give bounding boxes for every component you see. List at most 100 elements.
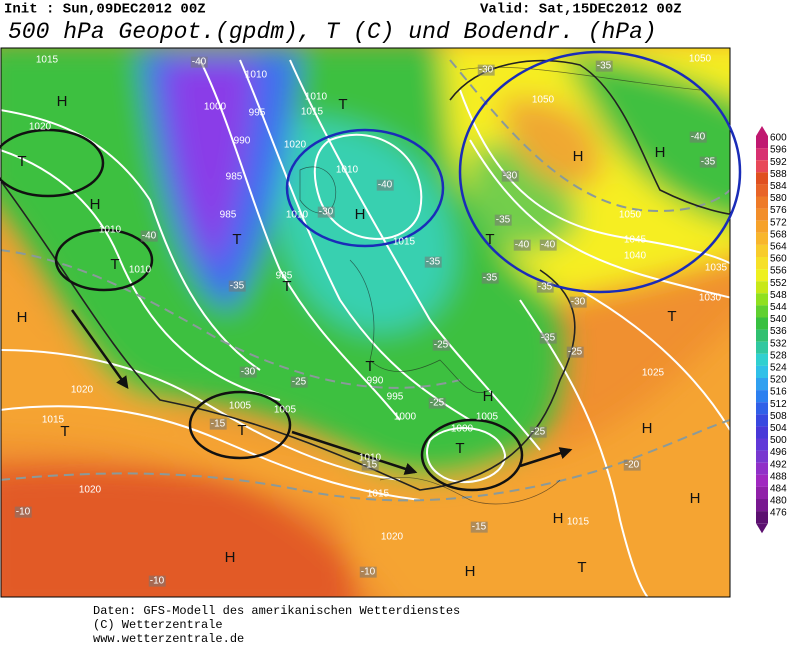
colorbar-label: 568 bbox=[770, 229, 787, 240]
highlight-circle bbox=[458, 50, 742, 294]
isobar-label: 1020 bbox=[79, 485, 102, 496]
colorbar-swatch bbox=[756, 390, 768, 403]
isobar-label: 995 bbox=[249, 108, 266, 119]
colorbar-label: 584 bbox=[770, 181, 787, 192]
arrow bbox=[70, 309, 129, 390]
temperature-label: -15 bbox=[472, 522, 487, 533]
temperature-label-box bbox=[432, 339, 450, 351]
pressure-center: H bbox=[642, 420, 653, 437]
pressure-center: H bbox=[553, 510, 564, 527]
temperature-label-box bbox=[228, 280, 246, 292]
isobar-label: 1000 bbox=[204, 102, 227, 113]
temperature-label-box bbox=[536, 281, 554, 293]
colorbar-label: 552 bbox=[770, 278, 787, 289]
temperature-label-box bbox=[477, 64, 495, 76]
pressure-center: T bbox=[110, 256, 119, 273]
colorbar-label: 576 bbox=[770, 205, 787, 216]
colorbar-swatch bbox=[756, 305, 768, 318]
colorbar-swatch bbox=[756, 208, 768, 221]
temperature-label: -35 bbox=[496, 215, 511, 226]
colorbar-label: 556 bbox=[770, 266, 787, 277]
pressure-center: T bbox=[338, 96, 347, 113]
temperature-label-box bbox=[14, 506, 32, 518]
temperature-label-box bbox=[361, 459, 379, 471]
colorbar-swatch bbox=[756, 160, 768, 173]
footer-line: Daten: GFS-Modell des amerikanischen Wet… bbox=[93, 604, 460, 618]
temperature-label: -20 bbox=[625, 460, 640, 471]
arrow bbox=[291, 430, 418, 475]
pressure-center: T bbox=[60, 423, 69, 440]
isobar-label: 995 bbox=[387, 392, 404, 403]
colorbar-swatch bbox=[756, 269, 768, 282]
colorbar-label: 588 bbox=[770, 169, 787, 180]
isobar-label: 1005 bbox=[274, 405, 297, 416]
isobar-label: 1020 bbox=[381, 532, 404, 543]
colorbar-label: 516 bbox=[770, 387, 787, 398]
isobar-label: 1010 bbox=[99, 225, 122, 236]
pressure-center: H bbox=[355, 206, 366, 223]
colorbar-label: 592 bbox=[770, 157, 787, 168]
temperature-label-box bbox=[539, 332, 557, 344]
colorbar-swatch bbox=[756, 232, 768, 245]
colorbar-swatch bbox=[756, 341, 768, 354]
temperature-label-box bbox=[566, 346, 584, 358]
temperature-label: -25 bbox=[434, 340, 449, 351]
temperature-label: -40 bbox=[515, 240, 530, 251]
temperature-label: -25 bbox=[292, 377, 307, 388]
temperature-label: -35 bbox=[426, 257, 441, 268]
footer-line: www.wetterzentrale.de bbox=[93, 632, 244, 646]
pressure-center: H bbox=[17, 309, 28, 326]
colorbar-swatch bbox=[756, 244, 768, 257]
pressure-center: H bbox=[483, 388, 494, 405]
temperature-label: -35 bbox=[230, 281, 245, 292]
colorbar-swatch bbox=[756, 426, 768, 439]
pressure-center: H bbox=[90, 196, 101, 213]
isobar-label: 1015 bbox=[301, 107, 324, 118]
pressure-center: T bbox=[237, 422, 246, 439]
init-time: Init : Sun,09DEC2012 00Z bbox=[4, 2, 206, 18]
colorbar-swatch bbox=[756, 353, 768, 366]
isobar-label: 1045 bbox=[624, 235, 647, 246]
colorbar-swatch bbox=[756, 220, 768, 233]
colorbar-swatch bbox=[756, 317, 768, 330]
temperature-label-box bbox=[190, 56, 208, 68]
colorbar-label: 564 bbox=[770, 242, 787, 253]
colorbar-swatch bbox=[756, 402, 768, 415]
colorbar-label: 484 bbox=[770, 484, 787, 495]
temperature-label-box bbox=[424, 256, 442, 268]
colorbar-label: 600 bbox=[770, 133, 787, 144]
colorbar-label: 536 bbox=[770, 326, 787, 337]
colorbar-swatch bbox=[756, 414, 768, 427]
isobar-label: 1015 bbox=[42, 415, 65, 426]
temperature-label: -30 bbox=[241, 367, 256, 378]
isobar-label: 1025 bbox=[642, 368, 665, 379]
footer: Daten: GFS-Modell des amerikanischen Wet… bbox=[93, 604, 460, 646]
colorbar-cap-bottom bbox=[756, 523, 768, 534]
temperature-label: -10 bbox=[150, 576, 165, 587]
colorbar-label: 528 bbox=[770, 350, 787, 361]
temperature-label-box bbox=[529, 426, 547, 438]
pressure-center: T bbox=[577, 559, 586, 576]
colorbar-label: 540 bbox=[770, 314, 787, 325]
colorbar-label: 504 bbox=[770, 423, 787, 434]
temperature-label: -30 bbox=[571, 297, 586, 308]
colorbar-swatch bbox=[756, 257, 768, 270]
colorbar-swatch bbox=[756, 474, 768, 487]
colorbar-swatch bbox=[756, 136, 768, 149]
colorbar-label: 532 bbox=[770, 338, 787, 349]
colorbar-label: 508 bbox=[770, 411, 787, 422]
colorbar-label: 496 bbox=[770, 447, 787, 458]
isobar-label: 1010 bbox=[336, 165, 359, 176]
colorbar-swatch bbox=[756, 438, 768, 451]
colorbar-label: 572 bbox=[770, 217, 787, 228]
pressure-center: T bbox=[232, 231, 241, 248]
pressure-center: T bbox=[485, 231, 494, 248]
colorbar-swatch bbox=[756, 329, 768, 342]
isobar-label: 1050 bbox=[619, 210, 642, 221]
isobar-label: 985 bbox=[226, 172, 243, 183]
isobar-label: 1040 bbox=[624, 251, 647, 262]
temperature-label: -15 bbox=[211, 419, 226, 430]
highlight-circle bbox=[188, 390, 292, 460]
temperature-label: -30 bbox=[479, 65, 494, 76]
